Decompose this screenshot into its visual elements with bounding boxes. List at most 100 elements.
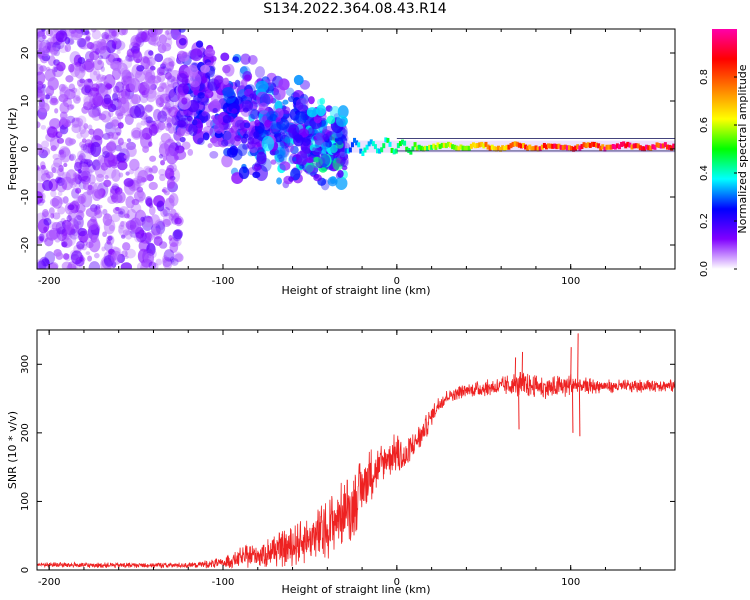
spectrogram-cell (65, 75, 74, 83)
spectrogram-cell (58, 164, 64, 173)
spectrogram-cell (299, 164, 305, 169)
spectrogram-cell (160, 159, 165, 166)
spectrogram-cell (507, 144, 511, 150)
spectrogram-cell (80, 175, 91, 185)
spectrogram-cell (126, 94, 132, 100)
spectrogram-cell (101, 246, 106, 252)
spectrogram-cell (92, 92, 104, 107)
spectrogram-cell (120, 234, 126, 239)
spectrogram-cell (643, 146, 647, 152)
spectrogram-cell (166, 75, 177, 88)
spectrogram-cell (163, 249, 175, 262)
spectrogram-cell (321, 163, 327, 168)
spectrogram-cell (44, 169, 50, 176)
spectrogram-cell (359, 148, 363, 154)
spectrogram-cell (50, 97, 58, 105)
spectrogram-cell (176, 126, 186, 137)
x-tick-label: -100 (212, 577, 235, 588)
spectrogram-cell (145, 116, 153, 124)
spectrogram-cell (253, 131, 260, 139)
spectrogram-cell (582, 142, 586, 148)
spectrogram-cell (42, 180, 53, 191)
spectrogram-cell (126, 208, 137, 221)
x-tick-label: 100 (561, 276, 580, 287)
spectrogram-cell (122, 242, 131, 251)
y-tick-label: 300 (20, 355, 31, 374)
spectrogram-cell (78, 153, 86, 160)
spectrogram-cell (68, 83, 76, 92)
spectrogram-cell (476, 142, 480, 148)
spectrogram-cell (116, 50, 121, 54)
spectrogram-cell (91, 29, 102, 40)
spectrogram-cell (45, 171, 54, 179)
spectrogram-cell (169, 256, 175, 263)
spectrogram-cell (329, 105, 341, 119)
spectrogram-cell (430, 144, 434, 150)
spectrogram-cell (70, 250, 83, 265)
spectrogram-cell (597, 143, 601, 149)
spectrogram-cell (57, 191, 63, 197)
y-tick-label: 0 (20, 146, 31, 152)
spectrogram-cell (78, 264, 84, 269)
spectrogram-cell (295, 97, 309, 112)
colorbar-gradient (712, 29, 737, 269)
spectrogram-cell (50, 47, 58, 56)
spectrogram-cell (140, 31, 147, 41)
spectrogram-cell (162, 156, 167, 162)
spectrogram-cell (210, 55, 217, 62)
spectrogram-cell (44, 68, 56, 82)
spectrogram-cell (104, 29, 116, 43)
spectrogram-cell (166, 178, 175, 189)
spectrogram-cell (574, 145, 578, 151)
spectrogram-cell (59, 86, 71, 99)
spectrogram-cell (59, 178, 67, 187)
spectrogram-cell (622, 141, 626, 147)
spectrogram-cell (113, 40, 126, 51)
spectrogram-cell (346, 148, 350, 154)
spectrogram-cell (446, 141, 450, 147)
spectrogram-cell (137, 29, 143, 34)
spectrogram-cell (171, 237, 182, 247)
spectrogram-cell (102, 208, 108, 216)
spectrogram-cell (89, 50, 100, 61)
spectrogram-cell (56, 168, 65, 177)
spectrogram-cell (70, 87, 81, 99)
spectrogram-cell (136, 64, 145, 72)
spectrogram-cell (634, 143, 638, 149)
spectrogram-cell (285, 87, 295, 97)
spectrogram-cell (174, 217, 182, 225)
spectrogram-cell (40, 93, 47, 100)
spectrogram-cell (144, 196, 153, 206)
spectrogram-cell (76, 195, 86, 205)
y-tick-label: 0 (20, 567, 31, 573)
spectrogram-cell (55, 177, 68, 193)
spectrogram-cell (274, 108, 284, 119)
spectrogram-cell (107, 152, 115, 161)
spectrogram-cell (176, 73, 189, 88)
spectrogram-cell (99, 85, 108, 98)
spectrogram-cell (151, 165, 158, 174)
spectrogram-cell (269, 122, 277, 130)
spectrogram-cell (61, 176, 74, 191)
spectrogram-cell (64, 43, 72, 53)
spectrogram-cell (98, 113, 107, 121)
spectrogram-cell (142, 70, 148, 76)
spectrogram-cell (161, 61, 168, 67)
spectrogram-cell (440, 142, 444, 148)
spectrogram-cell (156, 90, 167, 99)
spectrogram-cell (38, 233, 45, 242)
spectrogram-cell (61, 241, 68, 248)
spectrogram-cell (313, 156, 321, 163)
spectrogram-cell (67, 204, 75, 211)
spectrogram-cell (112, 40, 118, 46)
spectrogram-cell (134, 233, 142, 243)
spectrogram-cell (49, 197, 60, 207)
spectrogram-cell (159, 82, 167, 90)
spectrogram-cell (148, 261, 157, 269)
spectrogram-cell (119, 211, 124, 215)
snr-spike (518, 384, 520, 430)
spectrogram-cell (95, 173, 105, 183)
spectrogram-cell (54, 108, 59, 114)
spectrogram-cell (413, 142, 417, 148)
spectrogram-cell (40, 164, 46, 170)
